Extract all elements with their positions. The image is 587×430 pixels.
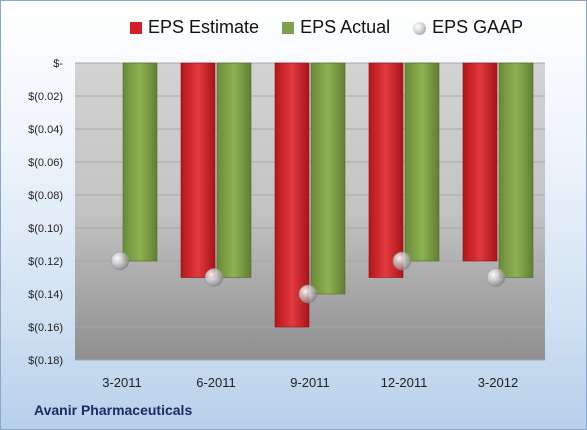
bar-eps-estimate (368, 62, 404, 278)
y-tick-label: $(0.06) (28, 157, 63, 169)
x-tick-label: 12-2011 (381, 375, 428, 390)
bar-eps-actual (216, 62, 252, 278)
x-axis: 3-2011 6-2011 9-2011 12-2011 3-2012 (102, 375, 518, 390)
bar-eps-actual (310, 62, 346, 295)
y-tick-label: $- (53, 58, 63, 70)
legend-swatch-eps-estimate (130, 22, 142, 34)
legend-label-eps-estimate: EPS Estimate (148, 16, 260, 37)
point-eps-gaap (110, 251, 130, 271)
chart-legend: EPS Estimate EPS Actual EPS GAAP (130, 16, 541, 38)
legend-swatch-eps-actual (282, 22, 295, 34)
bar-eps-actual (122, 62, 158, 262)
legend-item-eps-gaap: EPS GAAP (413, 17, 523, 38)
bar-eps-estimate (462, 62, 498, 262)
bar-eps-actual (404, 62, 440, 262)
x-tick-label: 3-2011 (102, 375, 142, 390)
y-tick-label: $(0.16) (28, 322, 63, 334)
x-tick-label: 6-2011 (196, 375, 236, 390)
y-tick-label: $(0.18) (28, 355, 63, 367)
y-tick-label: $(0.04) (28, 124, 63, 136)
y-tick-label: $(0.14) (28, 289, 63, 301)
bar-eps-estimate (180, 62, 216, 278)
legend-item-eps-estimate: EPS Estimate (130, 17, 259, 38)
x-tick-label: 3-2012 (478, 375, 518, 390)
legend-item-eps-actual: EPS Actual (282, 17, 390, 38)
company-name: Avanir Pharmaceuticals (34, 402, 193, 418)
legend-marker-eps-gaap (413, 21, 427, 35)
y-tick-label: $(0.12) (28, 256, 63, 268)
gaap-points (110, 251, 506, 304)
bars (122, 62, 534, 328)
y-axis: $- $(0.02) $(0.04) $(0.06) $(0.08) $(0.10) $(0… (28, 58, 63, 367)
x-tick-label: 9-2011 (290, 375, 330, 390)
y-tick-label: $(0.10) (28, 223, 63, 235)
point-eps-gaap (486, 268, 506, 287)
point-eps-gaap (392, 251, 412, 271)
point-eps-gaap (204, 268, 224, 287)
bar-eps-estimate (274, 62, 310, 328)
legend-label-eps-actual: EPS Actual (300, 16, 391, 37)
legend-label-eps-gaap: EPS GAAP (432, 16, 524, 37)
y-tick-label: $(0.02) (28, 91, 63, 103)
point-eps-gaap (298, 284, 318, 304)
y-tick-label: $(0.08) (28, 190, 63, 202)
bar-eps-actual (498, 62, 534, 278)
